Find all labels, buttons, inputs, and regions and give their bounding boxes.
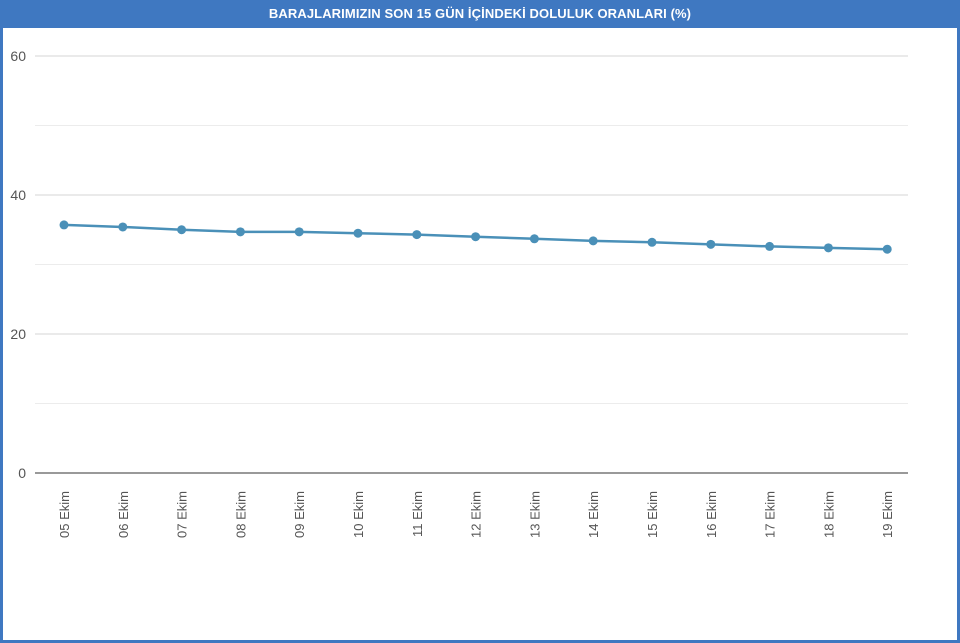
- data-point: [529, 234, 539, 244]
- y-tick-label: 40: [10, 187, 26, 203]
- data-point: [882, 244, 892, 254]
- x-tick-label: 15 Ekim: [645, 491, 660, 538]
- data-point: [471, 232, 481, 242]
- series-points: [59, 220, 892, 254]
- x-tick-label: 06 Ekim: [116, 491, 131, 538]
- x-tick-label: 17 Ekim: [763, 491, 778, 538]
- y-tick-label: 0: [18, 465, 26, 481]
- x-tick-label: 11 Ekim: [410, 491, 425, 537]
- data-point: [353, 228, 363, 238]
- data-point: [118, 222, 128, 232]
- data-point: [294, 227, 304, 237]
- data-point: [412, 230, 422, 240]
- data-point: [647, 237, 657, 247]
- y-tick-label: 60: [10, 48, 26, 64]
- x-tick-label: 08 Ekim: [233, 491, 248, 538]
- y-tick-label: 20: [10, 326, 26, 342]
- grid-lines: [35, 55, 908, 404]
- data-point: [235, 227, 245, 237]
- data-point: [177, 225, 187, 235]
- data-point: [588, 236, 598, 246]
- x-tick-label: 13 Ekim: [527, 491, 542, 538]
- data-point: [765, 241, 775, 251]
- x-tick-label: 19 Ekim: [880, 491, 895, 538]
- x-tick-label: 10 Ekim: [351, 491, 366, 538]
- chart-title: BARAJLARIMIZIN SON 15 GÜN İÇİNDEKİ DOLUL…: [0, 0, 960, 28]
- x-tick-label: 12 Ekim: [469, 491, 484, 538]
- x-axis-ticks: 05 Ekim 06 Ekim 07 Ekim 08 Ekim 09 Ekim 10 Ek…: [57, 491, 895, 538]
- data-point: [823, 243, 833, 253]
- y-axis-ticks: 0 20 40 60: [10, 48, 26, 481]
- data-point: [59, 220, 69, 230]
- x-tick-label: 16 Ekim: [704, 491, 719, 538]
- data-point: [706, 239, 716, 249]
- x-tick-label: 07 Ekim: [175, 491, 190, 538]
- x-tick-label: 09 Ekim: [292, 491, 307, 538]
- x-tick-label: 18 Ekim: [821, 491, 836, 538]
- x-tick-label: 05 Ekim: [57, 491, 72, 538]
- x-tick-label: 14 Ekim: [586, 491, 601, 538]
